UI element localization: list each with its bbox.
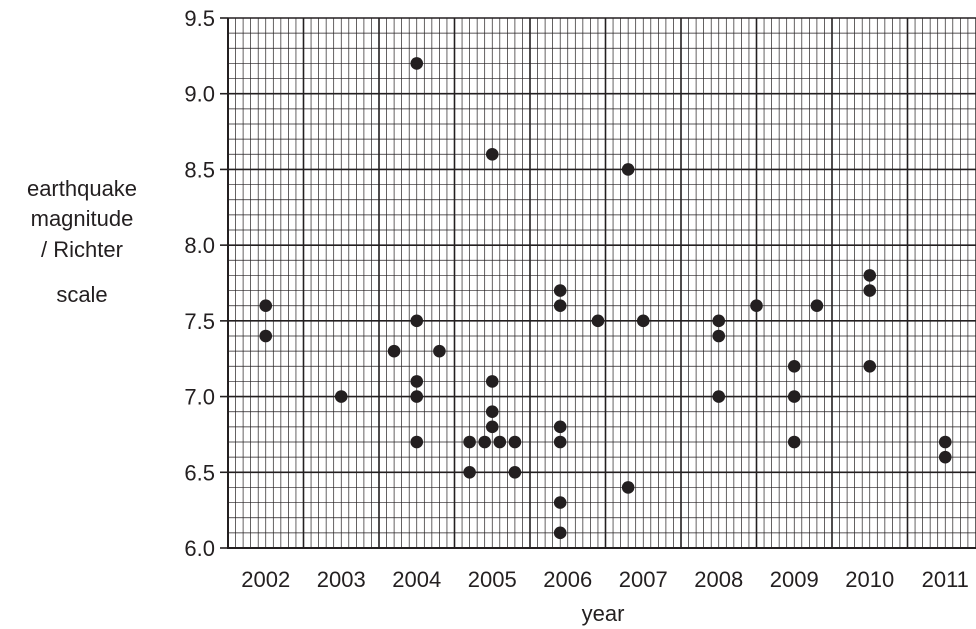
data-point [787, 390, 801, 403]
x-tick-label: 2010 [845, 567, 894, 592]
data-point [259, 299, 273, 313]
y-tick-label: 8.0 [184, 233, 215, 258]
data-point [553, 435, 567, 449]
data-point [485, 147, 499, 161]
data-point [621, 163, 635, 176]
x-tick-label: 2008 [694, 567, 743, 592]
data-point [508, 435, 522, 449]
data-points [259, 57, 952, 540]
data-point [553, 496, 567, 509]
data-point [863, 269, 877, 282]
data-point [485, 375, 499, 388]
data-point [636, 314, 650, 328]
y-tick-label: 6.5 [184, 460, 215, 485]
major-grid [227, 17, 976, 549]
data-point [433, 344, 446, 358]
data-point [712, 329, 726, 343]
data-point [410, 435, 424, 449]
data-point [478, 435, 492, 449]
x-tick-label: 2002 [241, 567, 290, 592]
data-point [938, 435, 952, 449]
data-point [553, 420, 567, 434]
data-point [410, 375, 424, 388]
data-point [712, 314, 726, 328]
data-point [810, 299, 824, 313]
y-tick-label: 9.5 [184, 6, 215, 31]
data-point [553, 284, 567, 297]
x-tick-label: 2005 [468, 567, 517, 592]
data-point [938, 450, 952, 464]
data-point [410, 390, 424, 403]
data-point [259, 329, 273, 343]
y-axis-label-line-4: scale [56, 282, 107, 307]
data-point [553, 526, 567, 540]
y-tick-label: 7.5 [184, 309, 215, 334]
data-point [410, 57, 424, 70]
x-axis-label: year [582, 601, 625, 626]
x-tick-label: 2011 [922, 567, 969, 592]
data-point [621, 481, 635, 494]
x-tick-label: 2003 [317, 567, 366, 592]
y-tick-label: 8.5 [184, 157, 215, 182]
x-tick-label: 2009 [770, 567, 819, 592]
y-axis-label-line-1: earthquake [27, 176, 137, 201]
x-tick-label: 2007 [619, 567, 668, 592]
data-point [787, 435, 801, 449]
minor-grid [228, 18, 976, 548]
y-axis-label-line-3: / Richter [41, 237, 123, 262]
data-point [493, 435, 507, 449]
y-axis-label-line-2: magnitude [31, 206, 134, 231]
data-point [463, 435, 476, 449]
data-point [387, 344, 401, 358]
data-point [485, 420, 499, 434]
axes [227, 18, 976, 549]
y-tick-label: 7.0 [184, 385, 215, 410]
data-point [485, 405, 499, 419]
data-point [508, 465, 522, 479]
data-point [863, 284, 877, 297]
data-point [591, 314, 605, 328]
data-point [334, 390, 348, 403]
data-point [553, 299, 567, 313]
y-axis-label: earthquake magnitude / Richter scale [27, 176, 137, 307]
data-point [712, 390, 726, 403]
y-tick-label: 9.0 [184, 82, 215, 107]
data-point [863, 359, 877, 373]
x-tick-labels: 2002 2003 2004 2005 2006 2007 2008 2009 2010 2011 [241, 567, 969, 592]
x-tick-label: 2006 [543, 567, 592, 592]
data-point [410, 314, 424, 328]
y-tick-label: 6.0 [184, 536, 215, 561]
data-point [463, 465, 476, 479]
data-point [787, 359, 801, 373]
y-tick-labels: 6.0 6.5 7.0 7.5 8.0 8.5 9.0 9.5 [184, 6, 228, 561]
x-tick-label: 2004 [392, 567, 441, 592]
data-point [750, 299, 763, 313]
